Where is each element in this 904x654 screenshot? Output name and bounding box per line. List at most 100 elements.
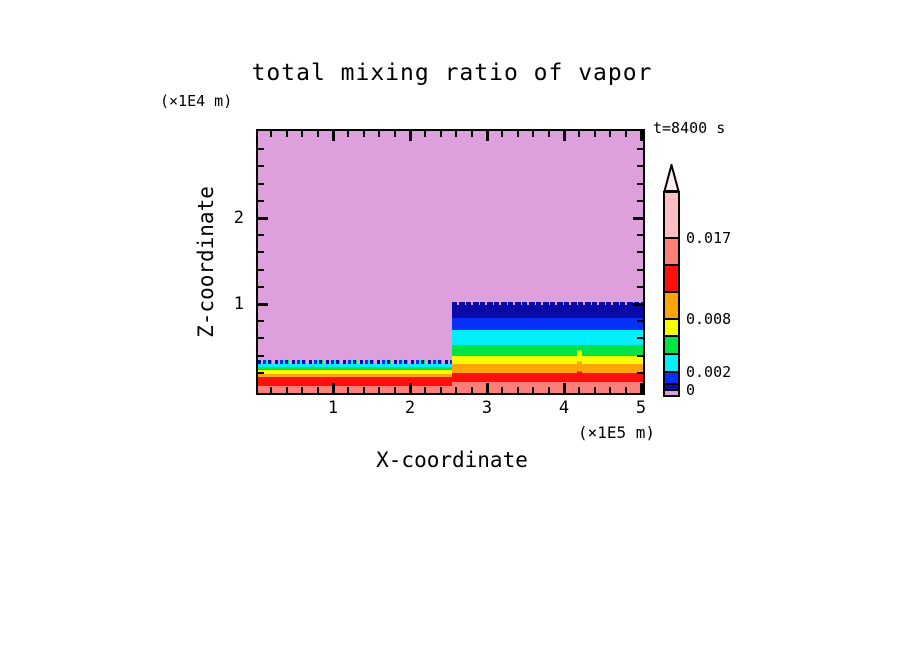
z-minor-tick bbox=[637, 148, 643, 151]
contour-band-cyan bbox=[452, 329, 643, 346]
z-minor-tick bbox=[258, 354, 264, 357]
z-minor-tick bbox=[637, 285, 643, 288]
x-minor-tick bbox=[455, 131, 458, 137]
x-minor-tick bbox=[362, 387, 365, 393]
x-minor-tick bbox=[439, 387, 442, 393]
z-minor-tick bbox=[637, 337, 643, 340]
colorbar-level-label: 0 bbox=[686, 381, 696, 399]
colorbar-level-label: 0.008 bbox=[686, 310, 732, 328]
x-tick-label: 2 bbox=[404, 398, 416, 418]
x-minor-tick bbox=[547, 131, 550, 137]
contour-band-salmon bbox=[258, 385, 453, 393]
z-minor-tick bbox=[258, 165, 264, 168]
z-major-tick bbox=[633, 302, 643, 306]
z-minor-tick bbox=[258, 337, 264, 340]
x-minor-tick bbox=[578, 387, 581, 393]
z-minor-tick bbox=[637, 371, 643, 374]
contour-band-navy-speckle bbox=[452, 302, 643, 305]
z-minor-tick bbox=[637, 234, 643, 237]
x-minor-tick bbox=[455, 387, 458, 393]
contour-band-red bbox=[258, 377, 453, 386]
x-major-tick bbox=[562, 131, 566, 141]
z-major-tick bbox=[258, 302, 268, 306]
x-minor-tick bbox=[316, 131, 319, 137]
colorbar-cell-salmon bbox=[665, 237, 678, 264]
colorbar-cell-orange bbox=[665, 291, 678, 318]
x-axis-title: X-coordinate bbox=[376, 448, 528, 472]
x-minor-tick bbox=[624, 387, 627, 393]
x-minor-tick bbox=[362, 131, 365, 137]
z-major-tick bbox=[258, 216, 268, 220]
x-minor-tick bbox=[516, 131, 519, 137]
x-minor-tick bbox=[347, 131, 350, 137]
plot-area bbox=[256, 129, 645, 395]
time-annotation: t=8400 s bbox=[653, 119, 726, 137]
colorbar-level-label: 0.017 bbox=[686, 229, 732, 247]
x-minor-tick bbox=[593, 387, 596, 393]
x-major-tick bbox=[639, 131, 643, 141]
z-minor-tick bbox=[258, 285, 264, 288]
contour-band-yellow bbox=[258, 370, 453, 374]
x-minor-tick bbox=[439, 131, 442, 137]
x-minor-tick bbox=[609, 131, 612, 137]
x-minor-tick bbox=[470, 131, 473, 137]
x-minor-tick bbox=[347, 387, 350, 393]
x-minor-tick bbox=[270, 131, 273, 137]
x-minor-tick bbox=[393, 387, 396, 393]
x-minor-tick bbox=[270, 387, 273, 393]
x-major-tick bbox=[562, 383, 566, 393]
z-minor-tick bbox=[637, 182, 643, 185]
x-minor-tick bbox=[424, 131, 427, 137]
x-major-tick bbox=[408, 383, 412, 393]
x-tick-label: 5 bbox=[635, 398, 647, 418]
x-minor-tick bbox=[532, 387, 535, 393]
contour-band-red bbox=[452, 372, 643, 383]
x-major-tick bbox=[485, 131, 489, 141]
colorbar-arrow-icon bbox=[663, 164, 680, 192]
x-major-tick bbox=[331, 383, 335, 393]
z-tick-label: 1 bbox=[233, 294, 244, 314]
contour-band-yellow bbox=[452, 355, 643, 365]
x-minor-tick bbox=[301, 131, 304, 137]
colorbar-cell-blue bbox=[665, 371, 678, 383]
contour-band-orange bbox=[452, 364, 643, 373]
x-minor-tick bbox=[285, 131, 288, 137]
contour-band-navy bbox=[452, 304, 643, 318]
z-minor-tick bbox=[637, 165, 643, 168]
x-minor-tick bbox=[378, 387, 381, 393]
x-minor-tick bbox=[578, 131, 581, 137]
contour-band-blue-speckle bbox=[258, 359, 453, 365]
z-minor-tick bbox=[637, 268, 643, 271]
z-minor-tick bbox=[258, 320, 264, 323]
z-minor-tick bbox=[637, 251, 643, 254]
z-minor-tick bbox=[258, 199, 264, 202]
x-major-tick bbox=[331, 131, 335, 141]
z-minor-tick bbox=[258, 371, 264, 374]
z-minor-tick bbox=[258, 268, 264, 271]
x-minor-tick bbox=[501, 387, 504, 393]
z-tick-label: 2 bbox=[233, 208, 244, 228]
x-major-tick bbox=[408, 131, 412, 141]
chart-title: total mixing ratio of vapor bbox=[251, 60, 653, 86]
colorbar-cell-navy bbox=[665, 383, 678, 389]
z-minor-tick bbox=[258, 234, 264, 237]
contour-band-orange bbox=[258, 373, 453, 378]
z-minor-tick bbox=[637, 199, 643, 202]
x-minor-tick bbox=[285, 387, 288, 393]
x-axis-unit-label: (×1E5 m) bbox=[577, 423, 655, 442]
contour-band-green bbox=[452, 345, 643, 356]
colorbar-cell-violet bbox=[665, 389, 678, 395]
colorbar bbox=[663, 191, 680, 397]
x-minor-tick bbox=[424, 387, 427, 393]
colorbar-cell-green bbox=[665, 335, 678, 353]
x-minor-tick bbox=[609, 387, 612, 393]
x-minor-tick bbox=[301, 387, 304, 393]
anomaly-column bbox=[577, 347, 583, 382]
z-axis-unit-label: (×1E4 m) bbox=[160, 92, 233, 110]
z-minor-tick bbox=[258, 251, 264, 254]
z-minor-tick bbox=[637, 354, 643, 357]
x-tick-label: 3 bbox=[481, 398, 493, 418]
contour-band-green bbox=[258, 366, 453, 371]
x-minor-tick bbox=[547, 387, 550, 393]
